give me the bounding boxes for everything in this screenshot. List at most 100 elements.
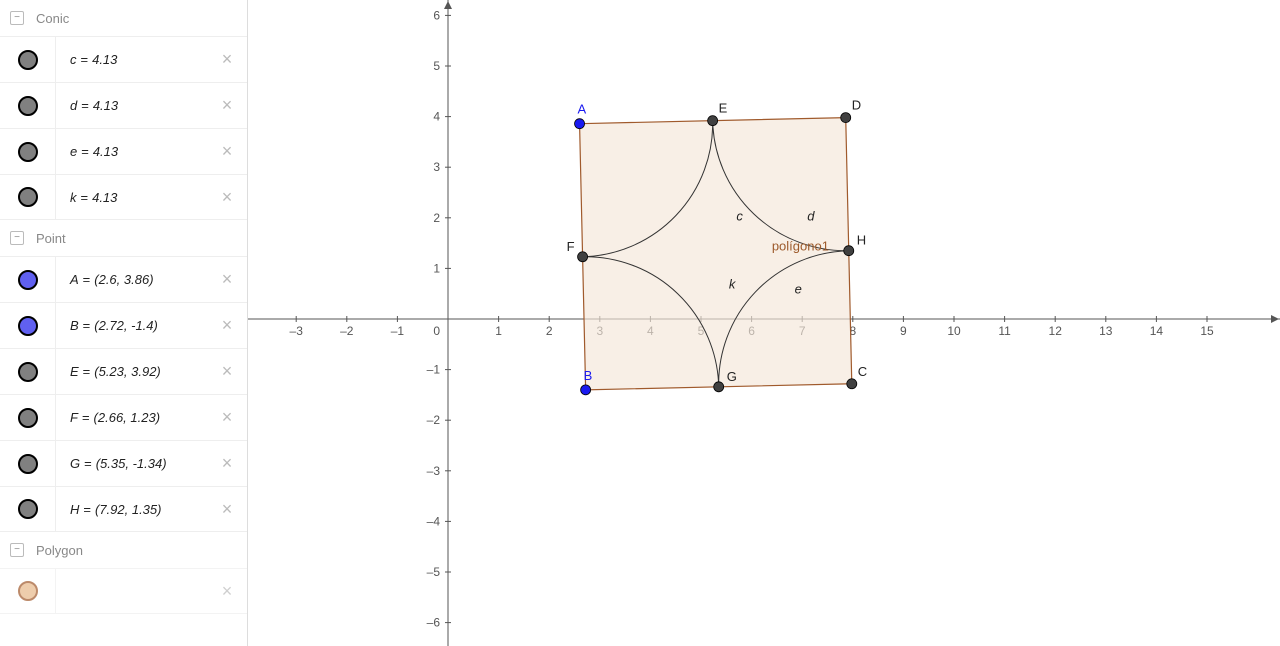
svg-text:0: 0 bbox=[433, 324, 440, 338]
visibility-toggle[interactable] bbox=[0, 487, 56, 531]
close-icon[interactable]: × bbox=[207, 315, 247, 336]
visibility-toggle[interactable] bbox=[0, 129, 56, 174]
svg-text:11: 11 bbox=[998, 324, 1011, 338]
close-icon[interactable]: × bbox=[207, 581, 247, 602]
object-label: d=4.13 bbox=[56, 98, 207, 113]
visibility-toggle[interactable] bbox=[0, 257, 56, 302]
svg-text:–3: –3 bbox=[427, 464, 441, 478]
point-label: E bbox=[719, 101, 728, 116]
object-label: A=(2.6, 3.86) bbox=[56, 272, 207, 287]
svg-text:5: 5 bbox=[433, 59, 440, 73]
close-icon[interactable]: × bbox=[207, 269, 247, 290]
polygon-label: polígono1 bbox=[772, 239, 829, 254]
svg-text:–5: –5 bbox=[427, 565, 441, 579]
object-label: G=(5.35, -1.34) bbox=[56, 456, 207, 471]
section-header-point[interactable]: − Point bbox=[0, 220, 247, 256]
point-B[interactable] bbox=[581, 385, 591, 395]
arc-label: c bbox=[736, 208, 743, 223]
svg-text:2: 2 bbox=[546, 324, 553, 338]
close-icon[interactable]: × bbox=[207, 141, 247, 162]
point-label: H bbox=[857, 233, 866, 248]
object-label: k=4.13 bbox=[56, 190, 207, 205]
object-label: E=(5.23, 3.92) bbox=[56, 364, 207, 379]
collapse-icon[interactable]: − bbox=[10, 231, 24, 245]
list-item[interactable]: F=(2.66, 1.23)× bbox=[0, 394, 247, 440]
svg-text:9: 9 bbox=[900, 324, 907, 338]
visibility-toggle[interactable] bbox=[0, 303, 56, 348]
svg-text:–4: –4 bbox=[427, 514, 441, 528]
coordinate-plane[interactable]: –3–2–1123456789101112131415–6–5–4–3–2–11… bbox=[248, 0, 1280, 646]
svg-text:–2: –2 bbox=[427, 413, 441, 427]
point-label: C bbox=[858, 364, 867, 379]
section-header-polygon[interactable]: − Polygon bbox=[0, 532, 247, 568]
svg-text:–1: –1 bbox=[391, 324, 405, 338]
svg-text:13: 13 bbox=[1099, 324, 1113, 338]
object-label: c=4.13 bbox=[56, 52, 207, 67]
list-item[interactable]: e=4.13× bbox=[0, 128, 247, 174]
arc-label: d bbox=[807, 208, 815, 223]
point-label: D bbox=[852, 98, 861, 113]
collapse-icon[interactable]: − bbox=[10, 543, 24, 557]
visibility-toggle[interactable] bbox=[0, 395, 56, 440]
polygon[interactable] bbox=[580, 118, 852, 390]
visibility-toggle[interactable] bbox=[0, 83, 56, 128]
list-item[interactable]: × bbox=[0, 568, 247, 614]
point-G[interactable] bbox=[714, 382, 724, 392]
close-icon[interactable]: × bbox=[207, 49, 247, 70]
close-icon[interactable]: × bbox=[207, 361, 247, 382]
point-H[interactable] bbox=[844, 246, 854, 256]
visibility-toggle[interactable] bbox=[0, 349, 56, 394]
visibility-toggle[interactable] bbox=[0, 569, 56, 613]
close-icon[interactable]: × bbox=[207, 499, 247, 520]
arc-label: e bbox=[795, 282, 802, 297]
svg-text:4: 4 bbox=[433, 110, 440, 124]
point-C[interactable] bbox=[847, 379, 857, 389]
svg-text:–1: –1 bbox=[427, 363, 441, 377]
list-item[interactable]: A=(2.6, 3.86)× bbox=[0, 256, 247, 302]
app-root: − Conic c=4.13×d=4.13×e=4.13×k=4.13× − P… bbox=[0, 0, 1280, 646]
point-label: B bbox=[584, 368, 593, 383]
section-title: Polygon bbox=[36, 543, 83, 558]
point-F[interactable] bbox=[578, 252, 588, 262]
svg-text:10: 10 bbox=[947, 324, 961, 338]
point-E[interactable] bbox=[708, 116, 718, 126]
point-A[interactable] bbox=[575, 119, 585, 129]
visibility-toggle[interactable] bbox=[0, 441, 56, 486]
object-label: e=4.13 bbox=[56, 144, 207, 159]
svg-text:–3: –3 bbox=[290, 324, 304, 338]
svg-text:1: 1 bbox=[495, 324, 502, 338]
svg-text:3: 3 bbox=[433, 160, 440, 174]
point-label: G bbox=[727, 369, 737, 384]
list-item[interactable]: E=(5.23, 3.92)× bbox=[0, 348, 247, 394]
collapse-icon[interactable]: − bbox=[10, 11, 24, 25]
list-item[interactable]: c=4.13× bbox=[0, 36, 247, 82]
close-icon[interactable]: × bbox=[207, 95, 247, 116]
svg-text:2: 2 bbox=[433, 211, 440, 225]
svg-text:–6: –6 bbox=[427, 616, 441, 630]
list-item[interactable]: k=4.13× bbox=[0, 174, 247, 220]
graphics-view[interactable]: –3–2–1123456789101112131415–6–5–4–3–2–11… bbox=[248, 0, 1280, 646]
section-title: Conic bbox=[36, 11, 69, 26]
close-icon[interactable]: × bbox=[207, 187, 247, 208]
visibility-toggle[interactable] bbox=[0, 37, 56, 82]
object-label: F=(2.66, 1.23) bbox=[56, 410, 207, 425]
svg-text:14: 14 bbox=[1150, 324, 1164, 338]
list-item[interactable]: G=(5.35, -1.34)× bbox=[0, 440, 247, 486]
list-item[interactable]: H=(7.92, 1.35)× bbox=[0, 486, 247, 532]
close-icon[interactable]: × bbox=[207, 407, 247, 428]
point-D[interactable] bbox=[841, 113, 851, 123]
svg-text:–2: –2 bbox=[340, 324, 354, 338]
svg-text:6: 6 bbox=[433, 8, 440, 22]
svg-text:12: 12 bbox=[1049, 324, 1063, 338]
visibility-toggle[interactable] bbox=[0, 175, 56, 219]
svg-text:1: 1 bbox=[433, 261, 440, 275]
point-label: A bbox=[578, 102, 587, 117]
section-header-conic[interactable]: − Conic bbox=[0, 0, 247, 36]
section-title: Point bbox=[36, 231, 66, 246]
close-icon[interactable]: × bbox=[207, 453, 247, 474]
list-item[interactable]: B=(2.72, -1.4)× bbox=[0, 302, 247, 348]
object-label: H=(7.92, 1.35) bbox=[56, 502, 207, 517]
list-item[interactable]: d=4.13× bbox=[0, 82, 247, 128]
point-label: F bbox=[567, 239, 575, 254]
algebra-sidebar[interactable]: − Conic c=4.13×d=4.13×e=4.13×k=4.13× − P… bbox=[0, 0, 248, 646]
